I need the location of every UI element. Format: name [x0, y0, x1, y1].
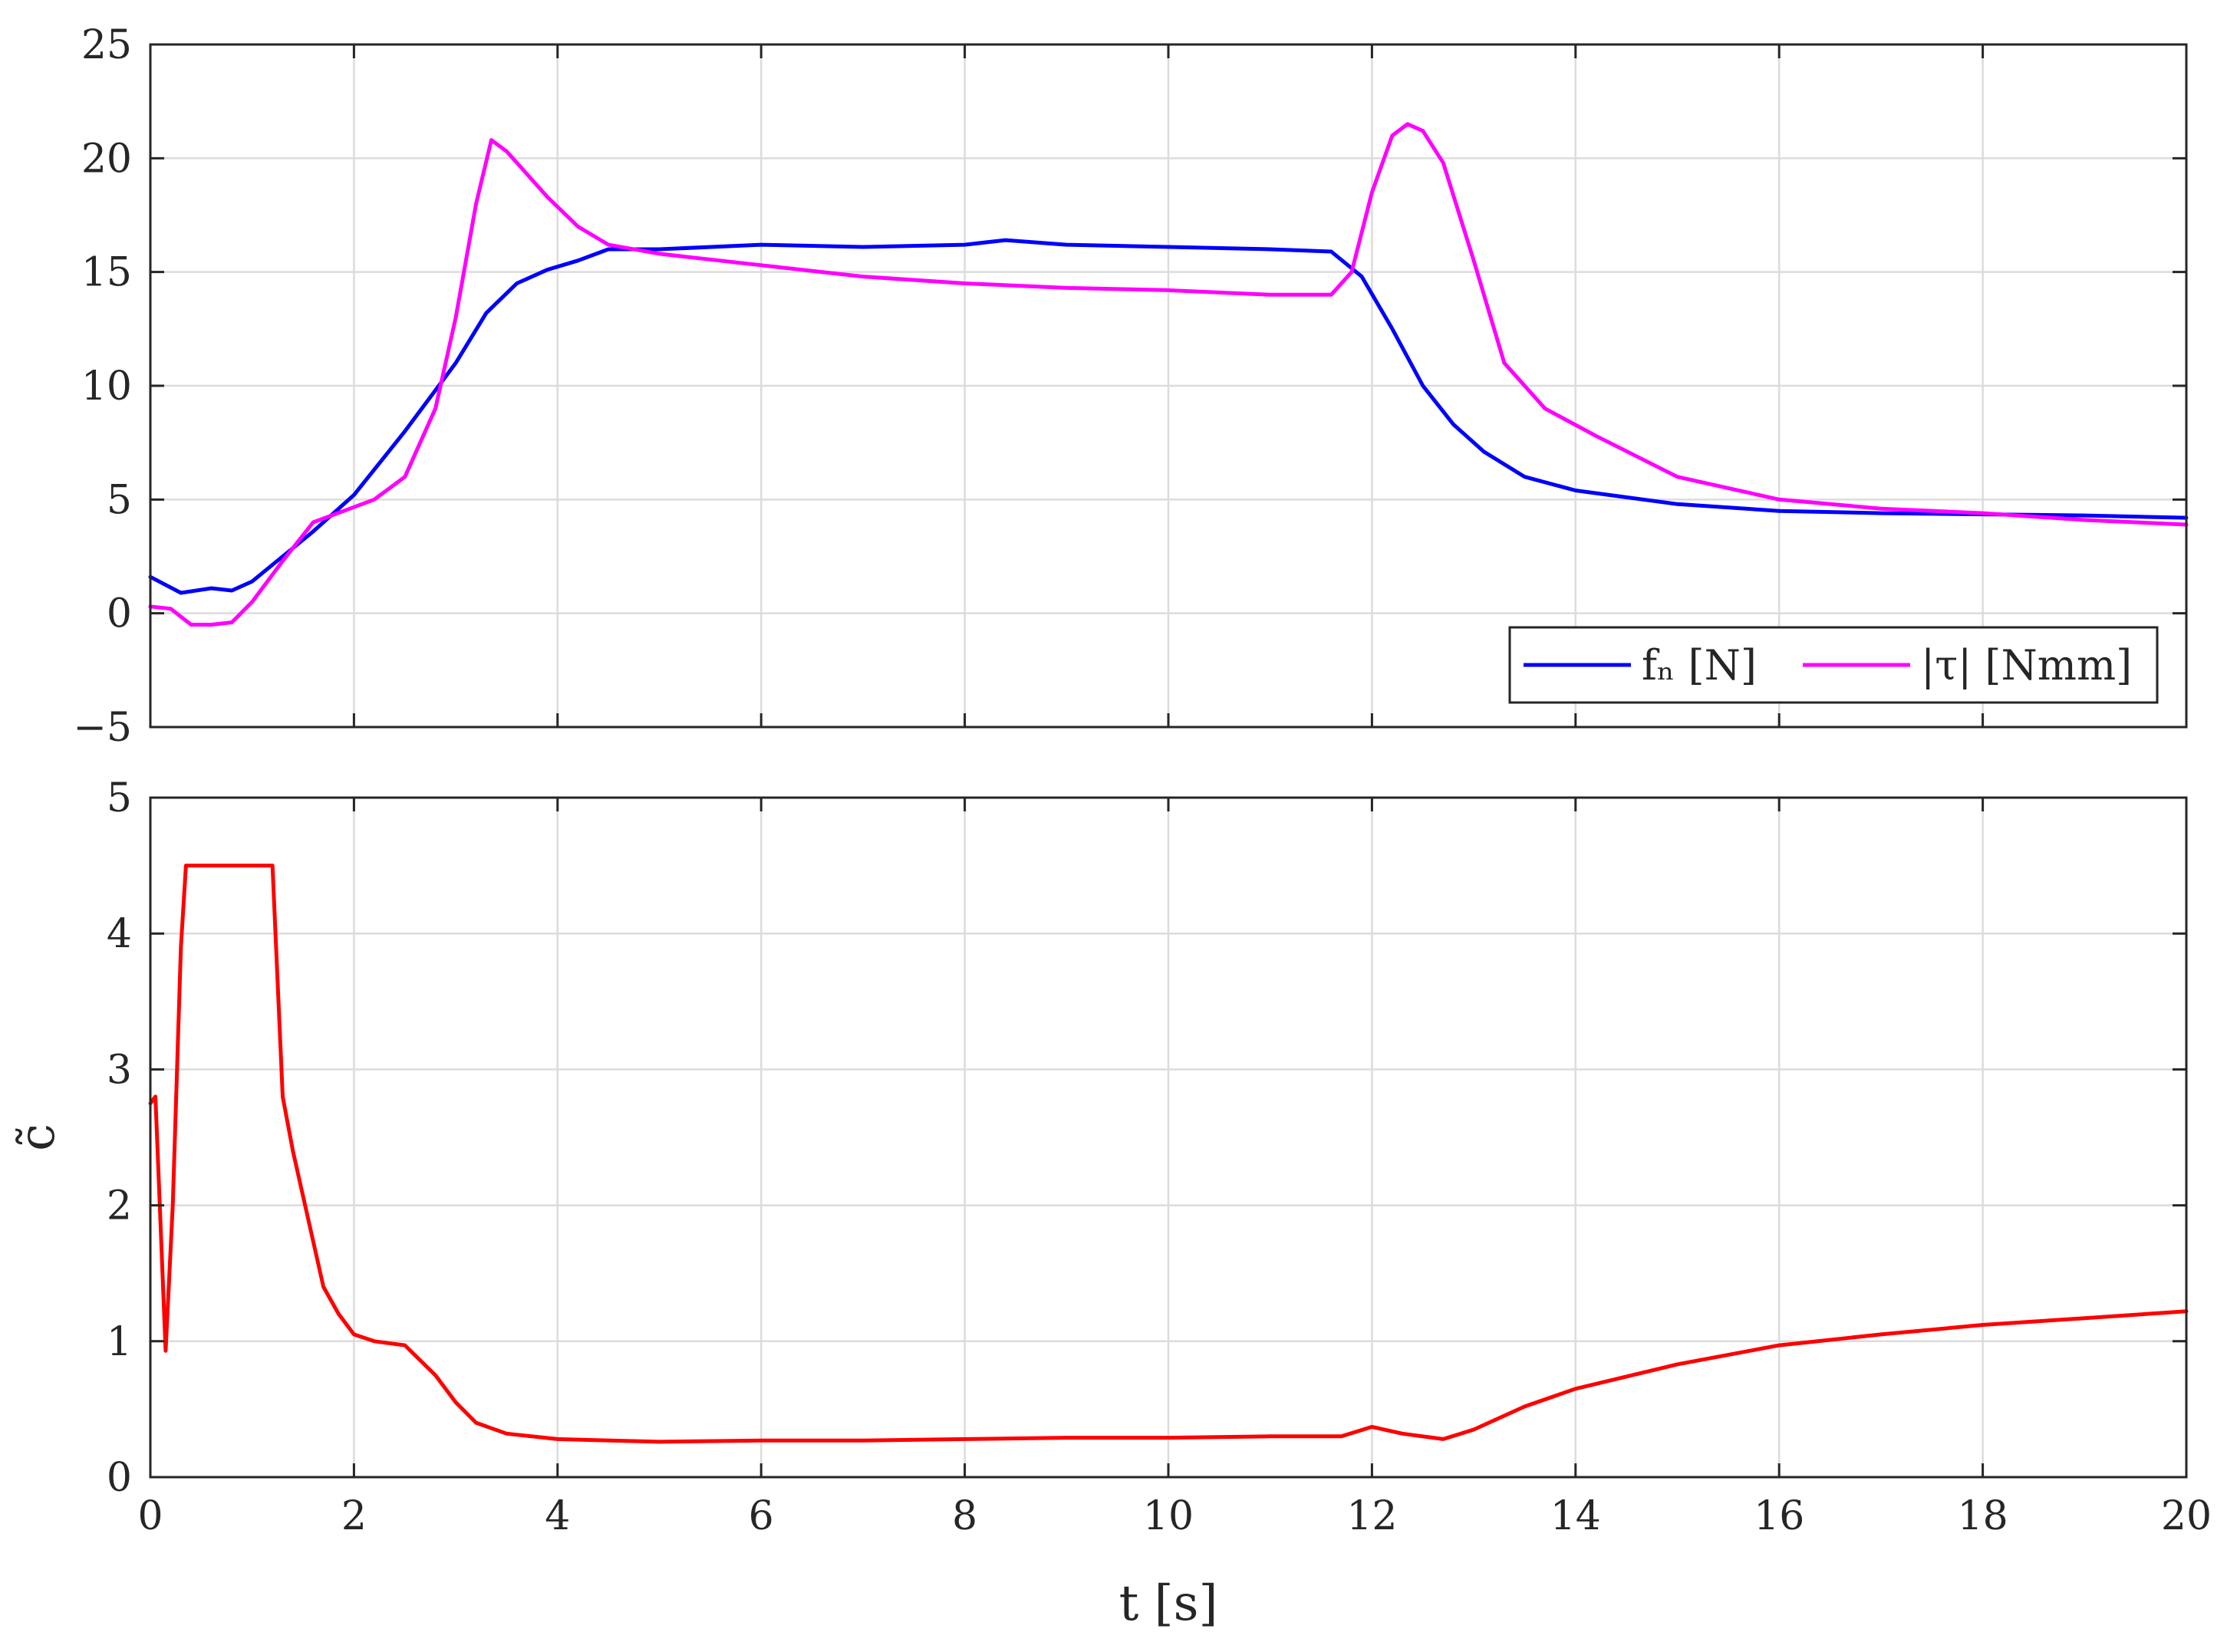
x-tick-label: 8	[952, 1493, 977, 1539]
x-tick-label: 12	[1346, 1493, 1397, 1539]
x-tick-label: 14	[1550, 1493, 1601, 1539]
c-tilde-y-tick-label: 0	[107, 1455, 132, 1501]
force-torque-ticks	[149, 43, 2188, 729]
series-line-fn	[148, 238, 2189, 595]
x-tick-label: 0	[137, 1493, 163, 1539]
c-tilde-y-tick-label: 4	[107, 911, 132, 957]
force-torque-legend: fₙ [N] |τ| [Nmm]	[1508, 626, 2159, 704]
series-line-tau	[148, 122, 2189, 627]
c-tilde-y-tick-label: 1	[107, 1319, 132, 1365]
c-tilde-y-tick-label: 5	[107, 775, 132, 821]
c-tilde-y-tick-label: 3	[107, 1047, 132, 1093]
force-torque-tick-labels: −5 0 5 10 15 20 25	[73, 22, 132, 751]
force-torque-y-tick-label: −5	[73, 705, 132, 751]
x-tick-label: 20	[2161, 1493, 2212, 1539]
x-tick-label: 16	[1754, 1493, 1804, 1539]
series-line-c-tilde	[148, 864, 2189, 1444]
force-torque-y-tick-label: 25	[81, 22, 132, 68]
force-torque-series	[148, 122, 2189, 627]
force-torque-y-tick-label: 15	[81, 250, 132, 296]
x-tick-label: 4	[545, 1493, 570, 1539]
force-torque-panel: −5 0 5 10 15 20 25 fₙ [N] |τ| [Nmm]	[73, 22, 2189, 751]
force-torque-y-tick-label: 0	[107, 591, 132, 637]
c-tilde-ticks	[149, 796, 2188, 1479]
force-torque-grid	[150, 44, 2186, 727]
legend-label-tau: |τ| [Nmm]	[1921, 641, 2132, 689]
y-axis-label: c̃	[9, 1124, 66, 1151]
c-tilde-y-tick-label: 2	[107, 1183, 132, 1229]
x-tick-label: 10	[1143, 1493, 1194, 1539]
force-torque-y-tick-label: 20	[81, 136, 132, 182]
x-tick-label: 18	[1958, 1493, 2008, 1539]
force-torque-y-tick-label: 10	[81, 364, 132, 410]
x-axis-label: t [s]	[1119, 1575, 1218, 1632]
x-tick-label: 6	[749, 1493, 774, 1539]
c-tilde-grid	[150, 798, 2186, 1477]
c-tilde-series	[148, 864, 2189, 1444]
legend-label-fn: fₙ [N]	[1642, 641, 1757, 689]
force-torque-y-tick-label: 5	[107, 477, 132, 523]
x-tick-label: 2	[341, 1493, 367, 1539]
